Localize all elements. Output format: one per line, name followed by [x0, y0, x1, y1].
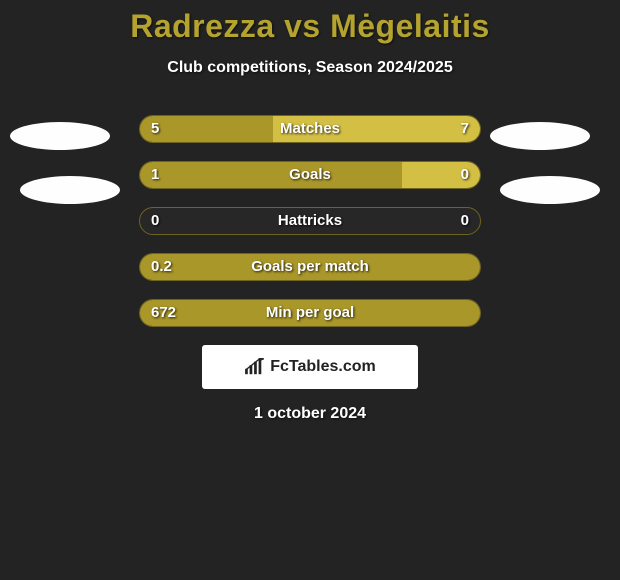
- source-logo-text: FcTables.com: [270, 358, 376, 376]
- stat-row: 672Min per goal: [139, 299, 481, 327]
- stat-bar: [139, 115, 481, 143]
- page-title: Radrezza vs Mėgelaitis: [0, 0, 620, 45]
- stat-bar: [139, 253, 481, 281]
- stat-bar-left: [140, 300, 480, 326]
- stat-bar: [139, 161, 481, 189]
- stat-row: 57Matches: [139, 115, 481, 143]
- stat-value-right: 7: [461, 115, 469, 143]
- stat-value-right: 0: [461, 161, 469, 189]
- left-avatar-placeholder: [10, 122, 110, 150]
- stat-row: 00Hattricks: [139, 207, 481, 235]
- comparison-card: Radrezza vs Mėgelaitis Club competitions…: [0, 0, 620, 423]
- stat-value-left: 0: [151, 207, 159, 235]
- bar-chart-icon: [244, 358, 266, 376]
- right-avatar-placeholder: [500, 176, 600, 204]
- stat-bar-left: [140, 254, 480, 280]
- stat-bar-left: [140, 162, 402, 188]
- stat-bar-left: [140, 116, 273, 142]
- stat-bar: [139, 207, 481, 235]
- stat-value-left: 5: [151, 115, 159, 143]
- date-label: 1 october 2024: [0, 405, 620, 423]
- stat-bar-right: [273, 116, 480, 142]
- stat-bar: [139, 299, 481, 327]
- subtitle: Club competitions, Season 2024/2025: [0, 59, 620, 77]
- stat-value-right: 0: [461, 207, 469, 235]
- stat-value-left: 0.2: [151, 253, 172, 281]
- stat-value-left: 672: [151, 299, 176, 327]
- stat-row: 0.2Goals per match: [139, 253, 481, 281]
- right-avatar-placeholder: [490, 122, 590, 150]
- left-avatar-placeholder: [20, 176, 120, 204]
- source-logo: FcTables.com: [202, 345, 418, 389]
- stat-value-left: 1: [151, 161, 159, 189]
- stat-row: 10Goals: [139, 161, 481, 189]
